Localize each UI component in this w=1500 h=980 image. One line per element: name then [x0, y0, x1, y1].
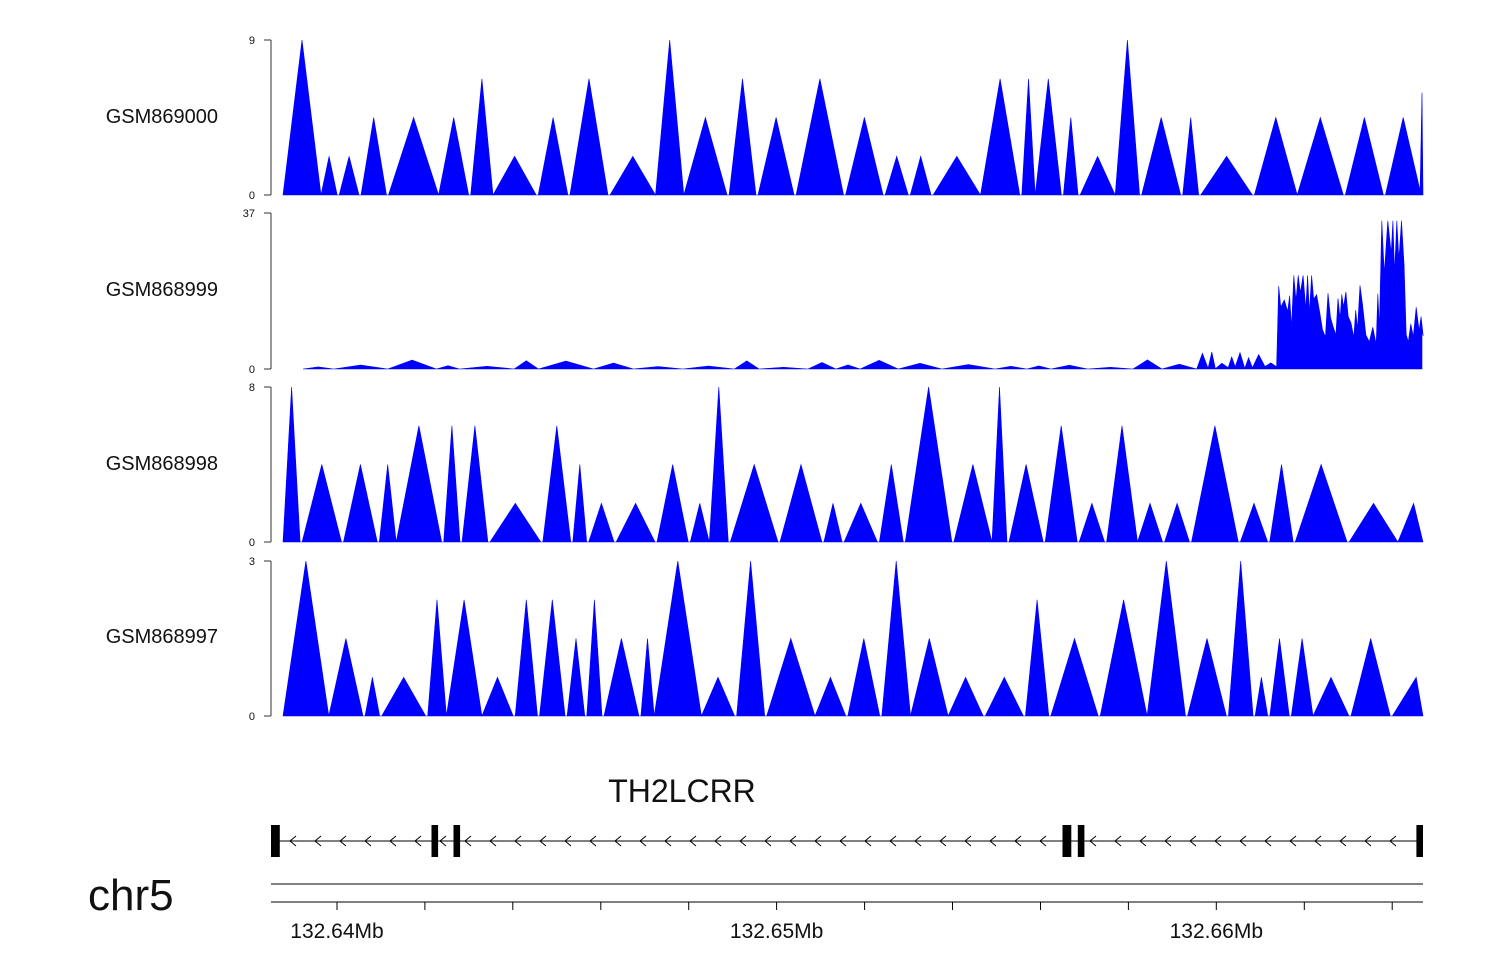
- signal-tracks: GSM86900090GSM868999370GSM86899880GSM868…: [106, 35, 1424, 723]
- strand-arrow: [689, 835, 697, 847]
- axis-tick-label: 132.64Mb: [290, 920, 383, 943]
- strand-arrow: [364, 835, 372, 847]
- strand-arrow: [664, 835, 672, 847]
- track-label: GSM868997: [106, 626, 218, 648]
- strand-arrow: [814, 835, 822, 847]
- strand-arrow: [539, 835, 547, 847]
- y-tick-label-max: 37: [243, 208, 255, 220]
- strand-arrow: [1264, 835, 1272, 847]
- strand-arrow: [1014, 835, 1022, 847]
- strand-arrow: [1239, 835, 1247, 847]
- strand-arrow: [1389, 835, 1397, 847]
- strand-arrow: [1289, 835, 1297, 847]
- gene-model: [271, 825, 1423, 857]
- strand-arrow: [414, 835, 422, 847]
- strand-arrow: [464, 835, 472, 847]
- gene-exon: [1062, 825, 1072, 857]
- track-gsm868998: GSM868998 8 0: [106, 382, 1424, 549]
- y-tick-label-min: 0: [249, 190, 255, 202]
- track-gsm869000: GSM869000 9 0: [106, 35, 1424, 202]
- strand-arrow: [1089, 835, 1097, 847]
- y-tick-label-max: 9: [249, 35, 255, 47]
- gene-name-label: TH2LCRR: [608, 773, 756, 809]
- track-label: GSM868998: [106, 453, 218, 475]
- signal-area: [282, 386, 1424, 543]
- strand-arrow: [589, 835, 597, 847]
- y-tick-label-min: 0: [249, 364, 255, 376]
- strand-arrow: [939, 835, 947, 847]
- axis-tick-label: 132.65Mb: [730, 920, 823, 943]
- strand-arrow: [764, 835, 772, 847]
- strand-arrow: [1364, 835, 1372, 847]
- track-label: GSM868999: [106, 279, 218, 301]
- strand-arrow: [489, 835, 497, 847]
- strand-arrow: [714, 835, 722, 847]
- strand-arrow: [1339, 835, 1347, 847]
- strand-arrow: [1214, 835, 1222, 847]
- signal-area: [302, 220, 1424, 370]
- y-tick-label-max: 3: [249, 556, 255, 568]
- genomic-axis: chr5 132.64Mb 132.65Mb 132.66Mb: [88, 871, 1423, 943]
- gene-exon: [271, 825, 280, 857]
- strand-arrow: [789, 835, 797, 847]
- strand-arrow: [1189, 835, 1197, 847]
- signal-area: [282, 560, 1424, 718]
- track-gsm868997: GSM868997 3 0: [106, 556, 1424, 723]
- strand-arrow: [1139, 835, 1147, 847]
- strand-arrow: [639, 835, 647, 847]
- gene-exon: [1077, 825, 1085, 857]
- strand-arrow: [1114, 835, 1122, 847]
- strand-arrow: [564, 835, 572, 847]
- strand-arrow: [989, 835, 997, 847]
- track-label: GSM869000: [106, 106, 218, 128]
- strand-arrow: [739, 835, 747, 847]
- gene-exon: [1416, 825, 1423, 857]
- axis-tick-label: 132.66Mb: [1170, 920, 1263, 943]
- y-tick-label-min: 0: [249, 711, 255, 723]
- strand-arrow: [1039, 835, 1047, 847]
- strand-arrow: [889, 835, 897, 847]
- gene-annotation-track: TH2LCRR: [271, 773, 1423, 857]
- strand-arrow: [314, 835, 322, 847]
- strand-arrow: [864, 835, 872, 847]
- strand-arrow: [389, 835, 397, 847]
- strand-arrow: [839, 835, 847, 847]
- gene-exon: [453, 825, 461, 857]
- strand-arrow: [289, 835, 297, 847]
- gene-exon: [431, 825, 439, 857]
- y-tick-label-min: 0: [249, 537, 255, 549]
- y-tick-label-max: 8: [249, 382, 255, 394]
- strand-arrow: [439, 835, 447, 847]
- strand-arrow: [339, 835, 347, 847]
- track-gsm868999: GSM868999 37 0: [106, 208, 1424, 376]
- strand-arrow: [1164, 835, 1172, 847]
- strand-arrow: [914, 835, 922, 847]
- strand-arrow: [964, 835, 972, 847]
- axis-ticks: 132.64Mb 132.65Mb 132.66Mb: [271, 883, 1423, 943]
- strand-arrow: [614, 835, 622, 847]
- strand-arrow: [1314, 835, 1322, 847]
- strand-arrow: [514, 835, 522, 847]
- chromosome-label: chr5: [88, 871, 174, 920]
- signal-area: [282, 39, 1424, 197]
